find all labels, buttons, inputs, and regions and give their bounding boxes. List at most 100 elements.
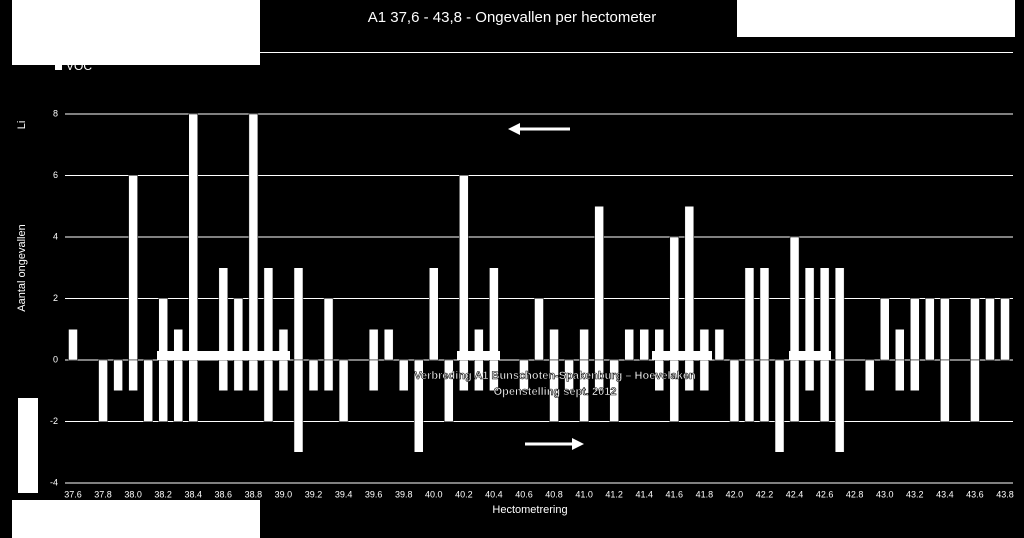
bar <box>729 359 740 422</box>
y-tick-label: 6 <box>53 170 58 180</box>
bar <box>609 359 619 422</box>
y-tick-label: -4 <box>50 477 58 487</box>
x-tick-label: 37.8 <box>94 489 112 499</box>
x-tick-label: 43.0 <box>876 489 894 499</box>
x-tick-label: 43.6 <box>966 489 984 499</box>
bar <box>940 359 950 422</box>
bar <box>248 113 259 361</box>
bar <box>293 359 304 453</box>
bar <box>819 359 830 422</box>
bar <box>789 359 800 422</box>
band <box>457 351 500 360</box>
bar <box>549 329 559 361</box>
redaction <box>18 398 38 493</box>
arrowhead <box>508 123 520 135</box>
construction-bands <box>157 351 831 360</box>
bar <box>188 359 199 422</box>
y-tick-label: -2 <box>50 416 58 426</box>
bar <box>774 359 785 453</box>
plot-area: 1086420-2-437.637.838.038.238.438.638.83… <box>48 47 1014 500</box>
x-tick-label: 42.2 <box>756 489 774 499</box>
bar <box>68 329 78 361</box>
x-tick-label: 40.6 <box>515 489 533 499</box>
bar <box>624 329 634 361</box>
bar <box>383 329 394 361</box>
x-tick-label: 39.0 <box>275 489 293 499</box>
band <box>789 351 831 360</box>
x-tick-label: 43.2 <box>906 489 924 499</box>
bar <box>323 359 334 391</box>
x-tick-label: 38.6 <box>215 489 233 499</box>
bar <box>699 359 710 391</box>
x-tick-label: 39.4 <box>335 489 353 499</box>
bar <box>113 359 123 391</box>
x-tick-label: 38.8 <box>245 489 263 499</box>
x-tick-label: 41.0 <box>575 489 593 499</box>
bar <box>985 298 995 361</box>
bar <box>594 359 604 391</box>
bar <box>879 298 890 361</box>
bar <box>143 359 153 422</box>
chart-title: A1 37,6 - 43,8 - Ongevallen per hectomet… <box>368 9 657 26</box>
bar <box>714 329 725 361</box>
bar <box>188 113 199 361</box>
bar <box>970 298 980 361</box>
bar <box>564 359 574 391</box>
bar <box>910 298 920 361</box>
bar <box>639 329 649 361</box>
bar <box>519 359 529 391</box>
direction-label: Li <box>16 121 28 130</box>
bar <box>910 359 920 391</box>
x-tick-label: 41.8 <box>696 489 714 499</box>
bar <box>744 267 755 361</box>
annotation: Verbreding A1 Bunschoten-Spakenburg – Ho… <box>414 370 696 382</box>
x-axis-label: Hectometrering <box>492 504 567 516</box>
bar <box>308 359 319 391</box>
bar <box>263 267 274 361</box>
bar <box>594 206 604 361</box>
x-tick-label: 43.4 <box>936 489 954 499</box>
y-tick-label: 4 <box>53 231 58 241</box>
x-tick-label: 42.6 <box>816 489 834 499</box>
bar <box>293 267 304 361</box>
bar <box>864 359 875 391</box>
y-tick-label: 8 <box>53 108 58 118</box>
bar <box>278 359 289 391</box>
bar <box>895 359 905 391</box>
bar <box>368 329 379 361</box>
x-tick-label: 38.4 <box>184 489 202 499</box>
bar <box>940 298 950 361</box>
bar <box>579 359 589 422</box>
bar <box>128 359 138 391</box>
x-tick-label: 42.0 <box>726 489 744 499</box>
x-tick-label: 42.8 <box>846 489 864 499</box>
x-tick-label: 40.2 <box>455 489 473 499</box>
x-tick-label: 38.0 <box>124 489 142 499</box>
redaction <box>12 0 260 65</box>
bar <box>549 359 559 422</box>
bar <box>323 298 334 361</box>
x-tick-label: 42.4 <box>786 489 804 499</box>
bar <box>263 359 274 422</box>
bar <box>1000 298 1010 361</box>
legend-swatch <box>55 63 62 70</box>
x-tick-label: 39.2 <box>305 489 323 499</box>
x-tick-label: 41.4 <box>635 489 653 499</box>
bar <box>789 236 800 361</box>
y-tick-label: 0 <box>53 354 58 364</box>
bar <box>834 267 845 361</box>
redaction <box>737 0 1015 37</box>
bar <box>98 359 108 422</box>
y-tick-label: 2 <box>53 293 58 303</box>
x-tick-label: 40.0 <box>425 489 443 499</box>
bar <box>579 329 589 361</box>
bar <box>489 267 499 361</box>
bar <box>128 175 138 361</box>
bar <box>218 267 229 361</box>
bar <box>925 298 935 361</box>
bar <box>233 298 244 361</box>
bar <box>444 359 454 422</box>
x-tick-label: 40.8 <box>545 489 563 499</box>
band <box>652 351 712 360</box>
